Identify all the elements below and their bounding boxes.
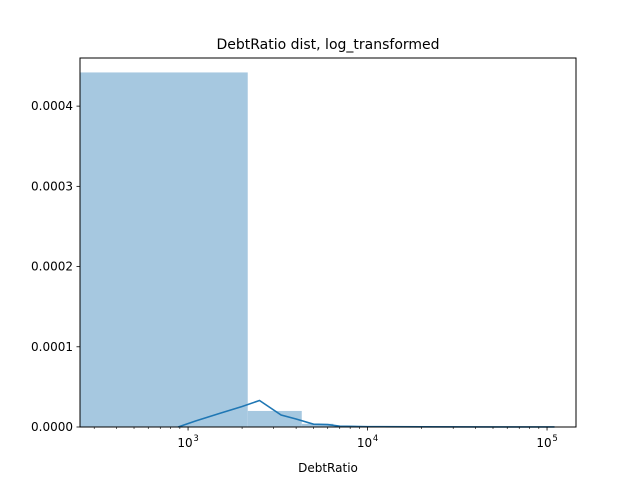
- x-axis-label: DebtRatio: [298, 461, 358, 475]
- y-tick-label-4: 0.0004: [31, 99, 73, 113]
- y-tick-label-0: 0.0000: [31, 420, 73, 434]
- x-tick-exponent-0: 3: [193, 434, 198, 444]
- x-tick-label-1: 10: [357, 436, 372, 450]
- histogram-bar-0: [80, 72, 248, 427]
- x-tick-exponent-1: 4: [373, 434, 378, 444]
- x-tick-exponent-2: 5: [552, 434, 557, 444]
- y-tick-label-3: 0.0003: [31, 179, 73, 193]
- x-tick-label-2: 10: [536, 436, 551, 450]
- y-tick-label-2: 0.0002: [31, 260, 73, 274]
- x-tick-label-0: 10: [177, 436, 192, 450]
- y-tick-label-1: 0.0001: [31, 340, 73, 354]
- chart-title: DebtRatio dist, log_transformed: [216, 37, 439, 53]
